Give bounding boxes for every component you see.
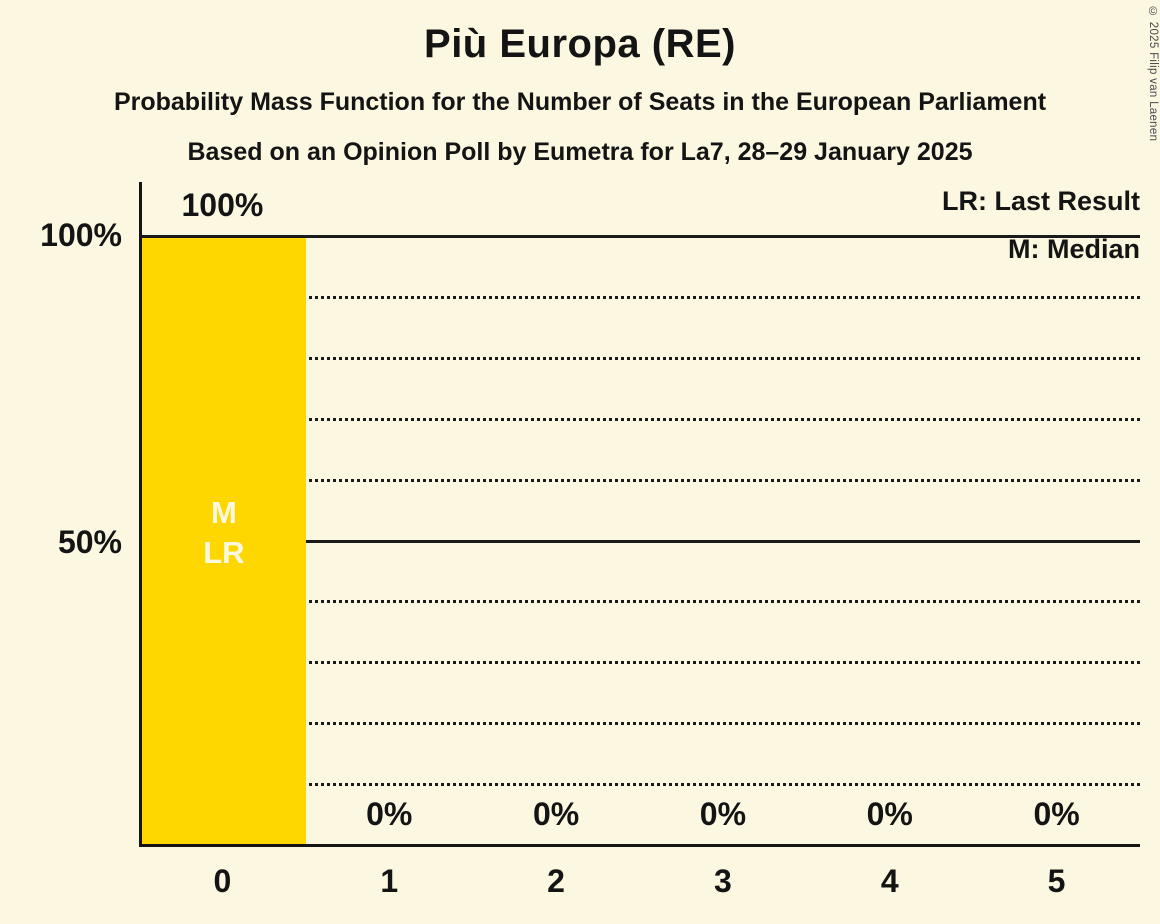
gridline-50pct [142, 539, 1140, 543]
bar-seats-0: M LR [142, 238, 306, 847]
last-result-marker: LR [203, 534, 245, 570]
plot-area: M LR 100% 0 0% 1 0% 2 0% 3 0% 4 0% 5 [139, 182, 1140, 899]
value-label-0: 100% [181, 187, 264, 223]
value-label-2: 0% [532, 796, 580, 832]
gridline-90pct [142, 295, 1140, 299]
y-tick-50: 50% [57, 524, 122, 560]
gridline-60pct [142, 478, 1140, 482]
gridline-40pct [142, 600, 1140, 604]
x-tick-0: 0 [213, 863, 232, 899]
y-axis-line [139, 182, 142, 847]
gridline-70pct [142, 417, 1140, 421]
gridline-80pct [142, 356, 1140, 360]
x-tick-4: 4 [880, 863, 899, 899]
median-marker: M [211, 494, 237, 530]
x-tick-5: 5 [1047, 863, 1066, 899]
chart-source-line: Based on an Opinion Poll by Eumetra for … [187, 138, 973, 166]
value-label-4: 0% [866, 796, 913, 832]
legend-median: M: Median [1008, 234, 1140, 264]
chart-subtitle: Probability Mass Function for the Number… [113, 88, 1047, 116]
copyright-notice: © 2025 Filip van Laenen [1147, 6, 1159, 142]
value-label-5: 0% [1033, 796, 1080, 832]
bar-marker-labels: M LR [142, 493, 306, 573]
gridline-100pct [142, 235, 1140, 238]
y-tick-100: 100% [40, 217, 122, 253]
x-tick-1: 1 [380, 863, 399, 899]
gridline-10pct [142, 783, 1140, 787]
gridline-20pct [142, 722, 1140, 726]
x-tick-2: 2 [547, 863, 565, 899]
chart-title: Più Europa (RE) [424, 22, 736, 66]
value-label-3: 0% [699, 796, 747, 832]
legend-last-result: LR: Last Result [941, 186, 1140, 216]
x-axis-line [139, 844, 1140, 847]
value-label-1: 0% [366, 796, 413, 832]
gridline-30pct [142, 661, 1140, 665]
x-tick-3: 3 [714, 863, 732, 899]
